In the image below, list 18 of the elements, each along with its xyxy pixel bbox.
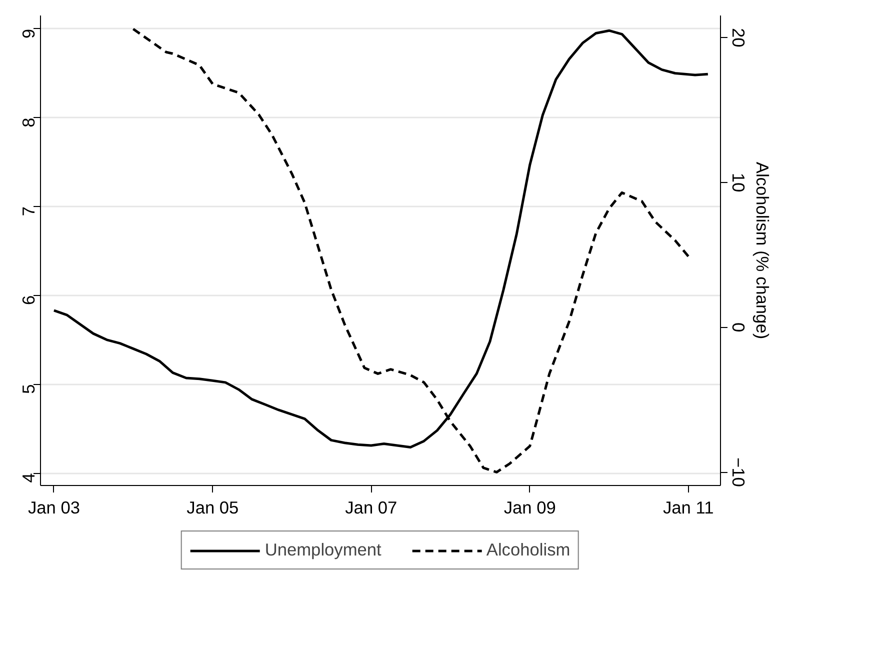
y2-tick-label: 20 bbox=[728, 28, 748, 48]
y-tick-label: 6 bbox=[18, 295, 38, 306]
x-tick-label: Jan 09 bbox=[504, 498, 556, 518]
y-tick-label: 7 bbox=[18, 206, 38, 216]
y-tick-label: 5 bbox=[18, 384, 38, 394]
y2-tick-label: 0 bbox=[728, 322, 748, 332]
y-tick-label: 4 bbox=[18, 472, 38, 483]
y2-axis-title: Alcoholism (% change) bbox=[752, 162, 772, 340]
x-tick-label: Jan 05 bbox=[186, 498, 239, 518]
x-tick-label: Jan 03 bbox=[28, 498, 80, 518]
legend-label: Alcoholism bbox=[486, 540, 570, 560]
y-tick-label: 8 bbox=[18, 118, 38, 128]
y2-tick-label: −10 bbox=[728, 457, 748, 487]
x-tick-label: Jan 11 bbox=[662, 498, 714, 518]
y2-tick-label: 10 bbox=[728, 172, 748, 192]
legend-label: Unemployment bbox=[264, 540, 382, 560]
x-tick-label: Jan 07 bbox=[345, 498, 398, 518]
y-tick-label: 9 bbox=[18, 28, 38, 38]
